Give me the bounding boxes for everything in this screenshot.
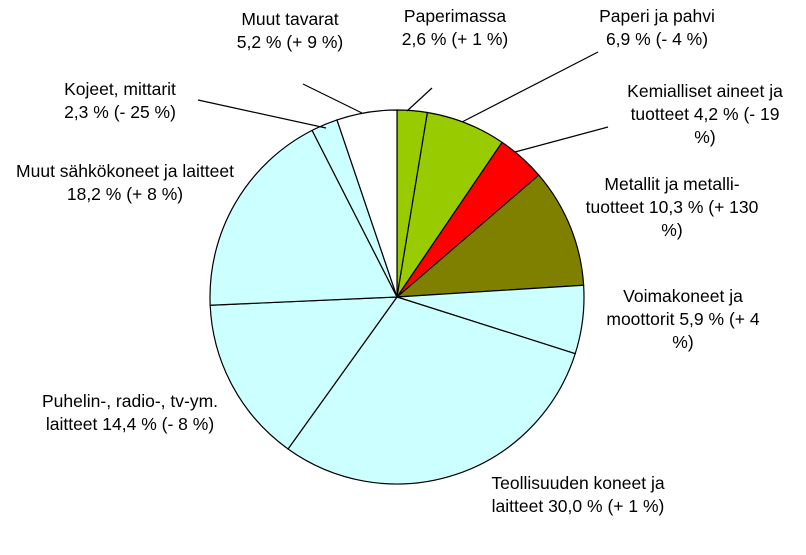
data-label: Puhelin-, radio-, tv-ym. laitteet 14,4 %…	[36, 390, 224, 436]
label-part: Paperi ja pahvi	[599, 6, 715, 26]
data-label: Muut sähkökoneet ja laitteet 18,2 % (+ 8…	[16, 160, 234, 206]
label-part: Metallit ja metalli-tuotteet	[585, 174, 740, 217]
label-part: 14,4 %	[102, 414, 157, 434]
label-part: Kojeet, mittarit	[64, 79, 176, 99]
pie-slice	[336, 109, 398, 298]
label-part: (- 4 %)	[655, 29, 709, 49]
label-part: (- 25 %)	[113, 102, 176, 122]
leader-line	[302, 83, 363, 114]
slices	[209, 109, 585, 485]
label-part: 10,3 %	[648, 197, 704, 217]
label-part: Muut tavarat	[241, 9, 339, 29]
data-label: Paperi ja pahvi 6,9 % (- 4 %)	[557, 5, 757, 51]
data-label: Muut tavarat 5,2 % (+ 9 %)	[190, 8, 390, 54]
label-part: (+ 4 %)	[672, 309, 760, 352]
data-label: Teollisuuden koneet ja laitteet 30,0 % (…	[476, 472, 681, 518]
label-part: Teollisuuden koneet ja laitteet	[491, 473, 665, 516]
pie-slice	[287, 296, 576, 485]
label-part: (+ 1 %)	[607, 496, 665, 516]
data-label: Metallit ja metalli-tuotteet 10,3 % (+ 1…	[583, 173, 761, 242]
data-label: Paperimassa 2,6 % (+ 1 %)	[355, 5, 555, 51]
label-part: Kemialliset aineet ja tuotteet	[627, 81, 783, 124]
label-part: 6,9 %	[605, 29, 651, 49]
label-part: (+ 9 %)	[286, 32, 344, 52]
data-label: Kemialliset aineet ja tuotteet 4,2 % (- …	[619, 80, 791, 149]
data-label: Voimakoneet ja moottorit 5,9 % (+ 4 %)	[594, 285, 772, 354]
label-part: 4,2 %	[693, 104, 739, 124]
label-part: (+ 130 %)	[661, 197, 759, 240]
label-part: Paperimassa	[403, 6, 507, 26]
pie-slice	[209, 296, 399, 450]
label-part: Puhelin-, radio-, tv-ym. laitteet	[41, 391, 219, 434]
label-part: 5,9 %	[679, 309, 725, 329]
label-part: 18,2 %	[66, 184, 122, 204]
label-part: (- 19 %)	[694, 104, 780, 147]
label-part: (+ 8 %)	[126, 184, 184, 204]
label-part: (+ 1 %)	[451, 29, 509, 49]
pie-slice	[395, 174, 585, 298]
label-part: 5,2 %	[236, 32, 282, 52]
label-part: 2,3 %	[64, 102, 109, 122]
label-part: Muut sähkökoneet ja laitteet	[16, 161, 234, 181]
leader-line	[197, 99, 327, 129]
leader-line	[406, 87, 433, 112]
label-part: (- 8 %)	[161, 414, 215, 434]
data-label: Kojeet, mittarit 2,3 % (- 25 %)	[20, 78, 220, 124]
label-part: 30,0 %	[548, 496, 603, 516]
leader-line	[514, 126, 609, 153]
leader-line	[461, 51, 599, 123]
label-part: Voimakoneet ja moottorit	[606, 286, 743, 329]
pie-slice	[209, 129, 398, 306]
label-part: 2,6 %	[401, 29, 447, 49]
